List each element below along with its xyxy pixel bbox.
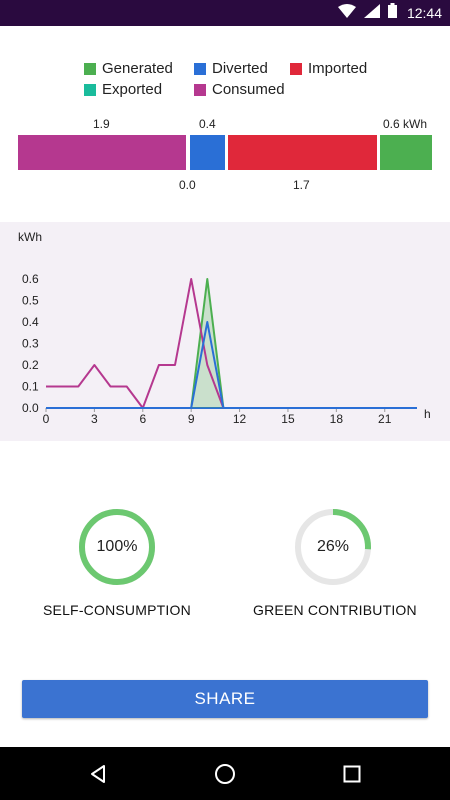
home-icon[interactable] (212, 761, 238, 787)
green-contribution-label: GREEN CONTRIBUTION (253, 602, 417, 618)
bar-segment-imported (228, 135, 377, 170)
self-consumption-value: 100% (96, 538, 138, 555)
legend-item-generated: Generated (84, 60, 173, 77)
bar-label-generated: 0.6 kWh (383, 117, 428, 131)
y-tick-label: 0.4 (22, 315, 39, 329)
x-tick-label: 15 (281, 412, 295, 426)
bar-label-consumed: 1.9 (93, 117, 110, 131)
bar-segment-generated (380, 135, 432, 170)
hourly-chart-svg: kWh h 0.0 0.1 0.2 0.3 0.4 0.5 0.6 0 3 6 9 12 15 18 21 (18, 230, 431, 426)
y-tick-label: 0.6 (22, 272, 39, 286)
y-tick-label: 0.1 (22, 380, 39, 394)
legend-swatch (194, 83, 206, 96)
self-consumption-ring: 100% (77, 507, 157, 587)
y-axis-label: kWh (18, 230, 42, 244)
x-tick-label: 21 (378, 412, 392, 426)
legend-item-imported: Imported (290, 60, 367, 77)
legend-swatch (84, 83, 96, 96)
series-area-generated (46, 279, 417, 408)
legend-swatch (290, 62, 302, 75)
legend-label: Diverted (212, 60, 268, 77)
bar-segment-diverted (190, 135, 225, 170)
legend-label: Imported (308, 60, 368, 77)
status-time: 12:44 (406, 5, 442, 21)
y-tick-label: 0.5 (22, 294, 39, 308)
bar-segment-consumed (18, 135, 186, 170)
legend-swatch (84, 62, 96, 75)
hourly-chart: kWh h 0.0 0.1 0.2 0.3 0.4 0.5 0.6 0 3 6 9 12 15 18 21 (0, 222, 450, 441)
legend-label: Exported (102, 81, 163, 98)
legend-item-diverted: Diverted (194, 60, 268, 77)
status-bar: 12:44 (0, 0, 450, 26)
bar-label-diverted: 0.4 (199, 117, 216, 131)
wifi-icon (337, 3, 356, 23)
x-tick-label: 12 (233, 412, 247, 426)
x-tick-label: 0 (43, 412, 50, 426)
battery-icon (387, 3, 397, 23)
x-axis-label: h (424, 407, 431, 421)
series-line-consumed (46, 278, 417, 409)
y-tick-label: 0.2 (22, 358, 39, 372)
series-line-generated (46, 278, 417, 409)
green-contribution-value: 26% (316, 538, 350, 555)
x-tick-label: 3 (91, 412, 98, 426)
self-consumption-label: SELF-CONSUMPTION (43, 602, 191, 618)
legend-swatch (194, 62, 206, 75)
legend-item-consumed: Consumed (194, 81, 285, 98)
status-icons: 12:44 (337, 3, 442, 23)
x-tick-label: 18 (330, 412, 344, 426)
back-icon[interactable] (85, 761, 111, 787)
y-tick-label: 0.3 (22, 337, 39, 351)
green-contribution-ring: 26% (293, 507, 373, 587)
legend-item-exported: Exported (84, 81, 162, 98)
signal-icon (363, 3, 380, 23)
x-tick-label: 9 (188, 412, 195, 426)
bar-label-exported: 0.0 (179, 178, 196, 192)
legend-label: Consumed (212, 81, 285, 98)
legend-label: Generated (102, 60, 173, 77)
series-line-diverted (46, 321, 417, 409)
bar-label-imported: 1.7 (293, 178, 310, 192)
navigation-bar (0, 747, 450, 800)
share-button[interactable]: SHARE (22, 680, 428, 718)
y-tick-label: 0.0 (22, 401, 39, 415)
x-tick-label: 6 (139, 412, 146, 426)
recents-icon[interactable] (339, 761, 365, 787)
